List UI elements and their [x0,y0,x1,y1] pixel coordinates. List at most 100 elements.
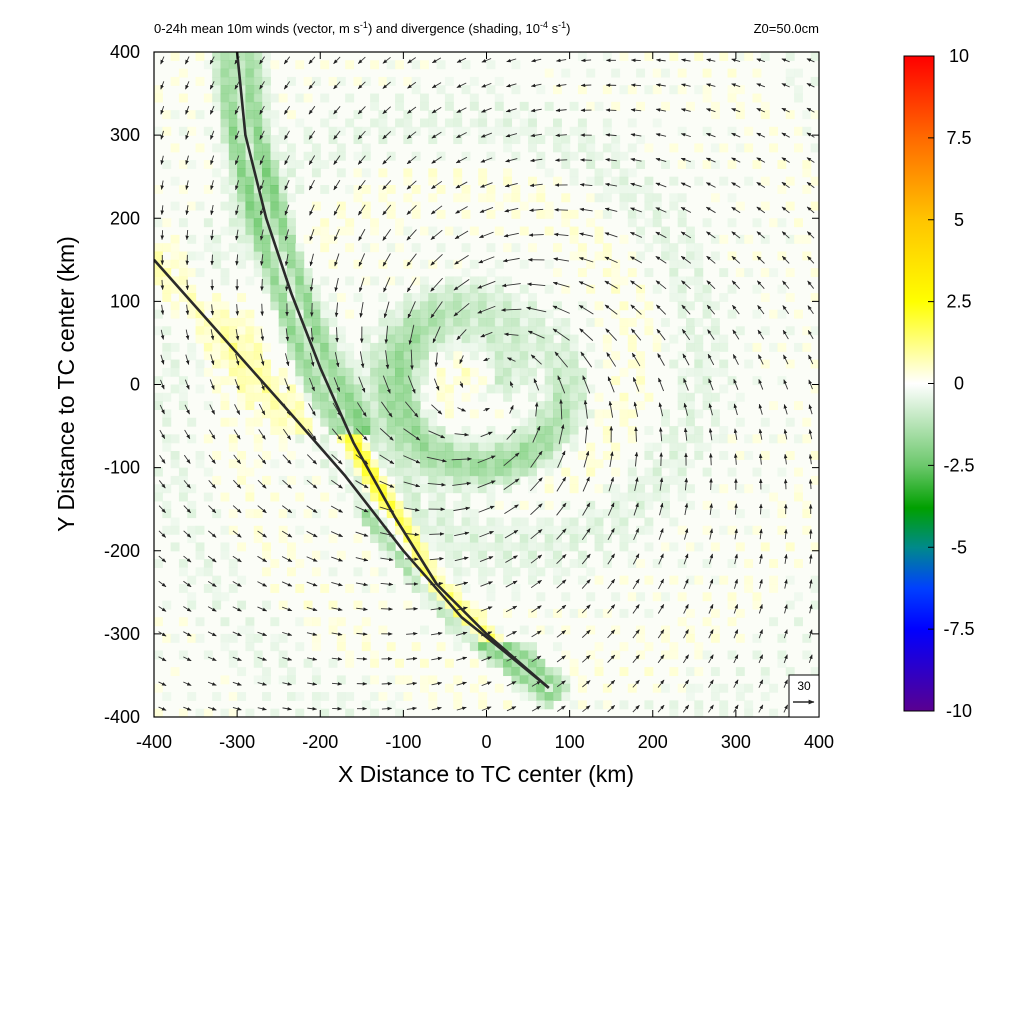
wind-vector [634,426,638,442]
wind-vector [284,229,289,241]
wind-vector [683,402,689,416]
wind-vector [456,329,467,341]
wind-vector [335,327,339,343]
wind-vector [357,106,366,115]
wind-vector [631,328,642,341]
wind-vector [759,503,763,515]
wind-vector [658,402,664,417]
wind-vector [358,253,366,267]
wind-vector [632,578,640,590]
wind-vector [355,480,369,489]
wind-vector [183,681,192,686]
wind-vector [534,401,539,417]
wind-vector [509,381,514,388]
x-axis-label: X Distance to TC center (km) [338,761,634,787]
wind-vector [705,206,716,214]
wind-vector [234,378,240,391]
wind-vector [480,182,493,188]
wind-vector [781,255,790,264]
wind-vector [355,557,369,562]
y-tick-label: 200 [110,208,140,228]
wind-vector [382,375,391,394]
wind-vector [706,280,716,290]
wind-vector [183,631,192,637]
wind-vector [529,183,543,188]
wind-vector [283,56,291,65]
wind-vector [556,58,567,63]
wind-vector [404,532,420,537]
colorbar-label: -5 [951,537,967,557]
wind-vector [333,228,340,242]
wind-vector [632,553,640,565]
wind-vector [757,280,765,290]
wind-vector [708,679,714,688]
wind-vector [382,253,391,267]
wind-vector [733,603,739,614]
wind-vector [456,57,467,63]
wind-vector [454,556,469,562]
wind-vector [210,229,214,241]
wind-vector [680,182,692,188]
wind-vector [477,480,496,489]
wind-vector [579,207,593,212]
wind-vector [454,531,470,537]
x-tick-label: 100 [555,732,585,752]
wind-vector [680,133,691,138]
wind-vector [379,454,395,465]
wind-vector [759,578,763,589]
wind-vector [756,231,765,239]
wind-vector [580,351,593,368]
wind-vector [382,56,391,64]
wind-vector [657,654,665,664]
wind-vector [579,183,593,187]
wind-vector [578,257,594,263]
wind-vector [607,553,615,565]
wind-vector [306,530,318,538]
wind-vector [604,207,618,212]
wind-vector [683,629,689,639]
wind-vector [481,656,492,662]
wind-vector [232,606,242,612]
wind-vector [281,505,293,514]
wind-vector [158,606,167,612]
wind-vector [382,228,392,241]
wind-vector [505,108,517,113]
wind-vector [456,107,467,114]
wind-vector [379,480,395,488]
wind-vector [331,657,343,661]
wind-vector [555,133,567,138]
wind-vector [783,453,788,465]
wind-vector [209,105,215,115]
wind-vector [431,180,443,190]
wind-vector [306,581,318,587]
wind-vector [478,505,495,513]
wind-vector [581,528,591,541]
wind-vector [608,400,614,418]
wind-vector [503,232,519,238]
wind-vector [579,232,594,237]
wind-vector [334,302,339,318]
wind-vector [160,230,165,241]
wind-vector [781,231,790,239]
wind-vector [556,502,567,516]
wind-vector [757,329,765,340]
wind-vector [682,704,690,713]
wind-vector [609,451,614,467]
wind-vector [257,479,267,489]
wind-vector [480,431,493,438]
wind-vector [210,180,214,191]
wind-vector [158,505,166,514]
wind-vector [806,107,815,113]
wind-vector [733,403,738,416]
wind-vector [453,278,470,291]
y-tick-label: -300 [104,624,140,644]
wind-vector [733,428,738,441]
wind-vector [284,179,290,191]
y-tick-label: 400 [110,42,140,62]
wind-vector [731,255,741,264]
wind-vector [185,304,190,316]
wind-vector [282,707,292,711]
wind-vector [333,130,341,140]
wind-vector [257,606,268,612]
wind-vector [158,681,167,686]
